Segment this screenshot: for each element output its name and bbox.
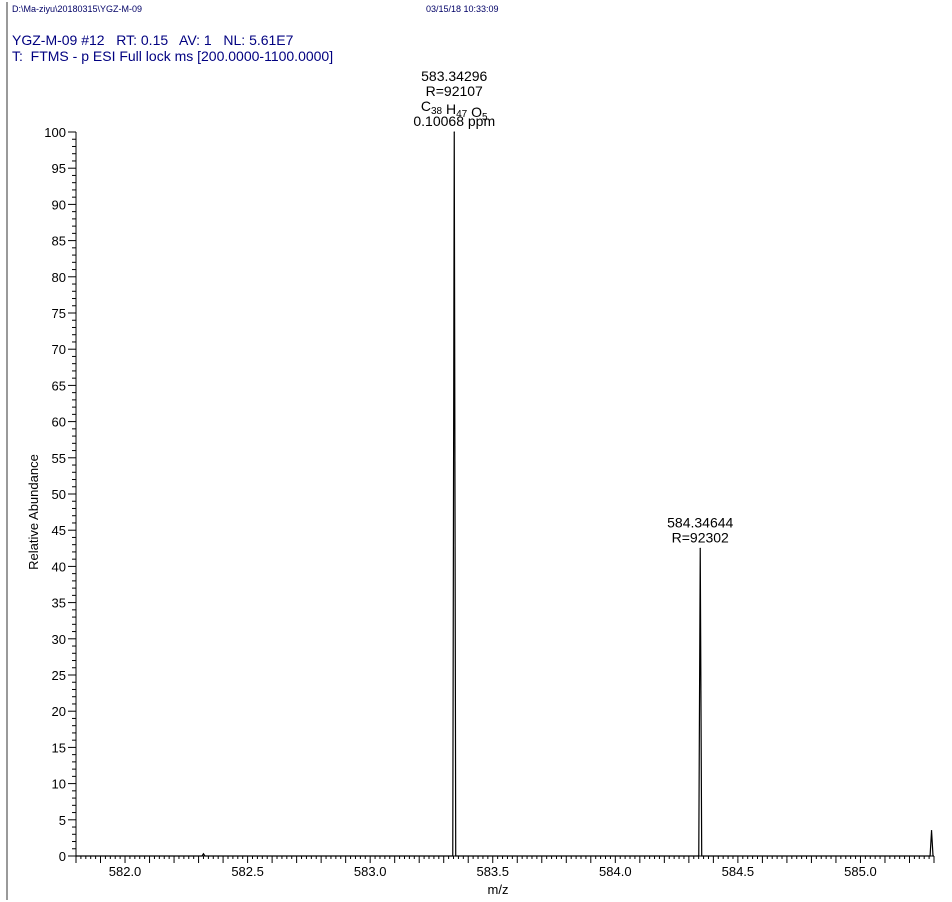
y-axis-label: Relative Abundance: [26, 454, 41, 570]
y-tick-label: 70: [52, 342, 66, 357]
y-tick-label: 55: [52, 451, 66, 466]
peak-resolution-label: R=92107: [426, 83, 483, 99]
y-tick-label: 5: [59, 813, 66, 828]
spectrum-trace: [76, 131, 934, 857]
y-tick-label: 85: [52, 234, 66, 249]
x-tick-label: 582.5: [231, 864, 264, 879]
x-tick-label: 585.0: [844, 864, 877, 879]
scan-info: YGZ-M-09 #12 RT: 0.15 AV: 1 NL: 5.61E7: [12, 32, 294, 48]
scan-filter: T: FTMS - p ESI Full lock ms [200.0000-1…: [12, 48, 334, 64]
x-tick-label: 584.0: [599, 864, 632, 879]
peak-583.34296: [453, 131, 455, 133]
peak-585.29: [930, 830, 933, 832]
x-tick-label: 583.5: [476, 864, 509, 879]
x-tick-label: 584.5: [722, 864, 755, 879]
left-border: [6, 2, 8, 900]
y-tick-label: 0: [59, 849, 66, 864]
peak-584.34644: [699, 547, 701, 549]
axes: 0 5 10 15 20 25 30 35 40 45 50 55 60 65 70 75 80 85 90 95 10…: [44, 125, 935, 879]
y-tick-label: 100: [44, 125, 66, 140]
peak-582.32: [202, 853, 205, 855]
peak-mz-label: 584.34644: [667, 514, 733, 530]
peak-formula-label: C38 H47 O5: [421, 98, 488, 123]
y-tick-label: 35: [52, 596, 66, 611]
y-tick-label: 90: [52, 197, 66, 212]
y-tick-label: 75: [52, 306, 66, 321]
peak-ppm-label: 0.10068 ppm: [413, 113, 495, 129]
y-tick-label: 15: [52, 740, 66, 755]
peak-resolution-label: R=92302: [672, 529, 729, 545]
y-tick-label: 20: [52, 704, 66, 719]
x-tick-label: 583.0: [354, 864, 387, 879]
y-tick-label: 10: [52, 777, 66, 792]
peak-mz-label: 583.34296: [421, 68, 487, 84]
spectrum-line: [76, 131, 934, 857]
y-tick-label: 80: [52, 270, 66, 285]
y-tick-label: 40: [52, 559, 66, 574]
x-tick-label: 582.0: [109, 864, 142, 879]
y-tick-label: 50: [52, 487, 66, 502]
y-tick-label: 95: [52, 161, 66, 176]
y-tick-label: 60: [52, 415, 66, 430]
y-tick-label: 25: [52, 668, 66, 683]
y-tick-label: 30: [52, 632, 66, 647]
x-axis-label: m/z: [488, 882, 509, 897]
y-tick-label: 45: [52, 523, 66, 538]
acquisition-datetime: 03/15/18 10:33:09: [426, 4, 499, 14]
y-tick-label: 65: [52, 378, 66, 393]
file-path: D:\Ma-ziyu\20180315\YGZ-M-09: [12, 4, 143, 14]
